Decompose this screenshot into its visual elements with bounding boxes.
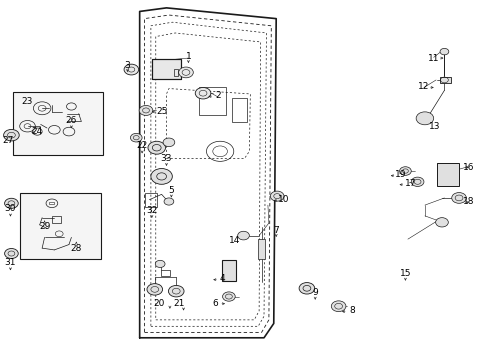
Circle shape [168, 285, 183, 297]
Text: 32: 32 [146, 206, 157, 215]
Text: 5: 5 [168, 186, 174, 195]
Text: 8: 8 [348, 306, 354, 315]
Text: 7: 7 [273, 226, 279, 235]
Text: 13: 13 [428, 122, 440, 131]
Text: 33: 33 [161, 154, 172, 163]
Text: 3: 3 [124, 61, 130, 70]
Text: 26: 26 [65, 116, 77, 125]
FancyBboxPatch shape [13, 92, 103, 155]
Text: 1: 1 [185, 52, 191, 61]
Text: 19: 19 [394, 170, 406, 179]
Bar [49, 202, 54, 204]
Circle shape [155, 260, 164, 267]
Circle shape [139, 105, 153, 116]
Circle shape [4, 248, 18, 258]
Circle shape [3, 130, 19, 141]
Text: 31: 31 [5, 258, 16, 267]
Text: 24: 24 [32, 127, 43, 136]
FancyBboxPatch shape [20, 193, 101, 259]
Bar [174, 69, 178, 76]
Circle shape [451, 193, 466, 203]
Bar [160, 270, 170, 276]
Bar [232, 98, 246, 122]
Circle shape [330, 301, 345, 312]
Bar [221, 260, 236, 281]
Text: 17: 17 [404, 179, 415, 188]
Text: 14: 14 [228, 237, 240, 246]
Text: 28: 28 [70, 244, 82, 253]
Circle shape [130, 134, 142, 142]
Circle shape [151, 168, 172, 184]
Circle shape [163, 138, 174, 147]
Circle shape [4, 198, 18, 208]
Circle shape [415, 112, 433, 125]
Circle shape [163, 198, 173, 205]
Text: 18: 18 [462, 197, 473, 206]
Bar [152, 59, 181, 79]
Circle shape [195, 87, 210, 99]
Text: 20: 20 [153, 299, 164, 308]
Bar [439, 77, 450, 83]
Bar [52, 216, 61, 223]
Text: 15: 15 [399, 269, 410, 278]
Text: 25: 25 [156, 107, 167, 116]
Bar [152, 59, 181, 79]
Text: 27: 27 [2, 136, 14, 145]
Text: 21: 21 [173, 299, 184, 308]
Bar [257, 239, 264, 259]
Text: 23: 23 [22, 96, 33, 105]
Text: 30: 30 [5, 204, 16, 213]
Text: 2: 2 [214, 91, 220, 100]
Bar [144, 193, 157, 207]
Circle shape [178, 67, 193, 78]
Circle shape [299, 283, 314, 294]
Circle shape [410, 177, 423, 186]
Circle shape [147, 284, 162, 295]
Text: 10: 10 [277, 195, 289, 204]
Bar [436, 163, 458, 186]
Circle shape [124, 64, 139, 75]
Text: 16: 16 [462, 163, 473, 172]
Circle shape [435, 218, 447, 227]
Text: 11: 11 [427, 54, 439, 63]
Text: 29: 29 [39, 222, 50, 231]
Text: 6: 6 [212, 299, 218, 308]
Circle shape [439, 48, 448, 55]
Circle shape [222, 292, 235, 301]
Text: 12: 12 [417, 82, 429, 91]
Text: 9: 9 [312, 288, 317, 297]
Circle shape [148, 141, 165, 154]
Bar [199, 87, 226, 116]
Text: 22: 22 [136, 141, 147, 150]
Circle shape [399, 167, 410, 175]
Text: 4: 4 [219, 274, 225, 283]
Circle shape [270, 191, 284, 201]
Circle shape [237, 231, 249, 240]
